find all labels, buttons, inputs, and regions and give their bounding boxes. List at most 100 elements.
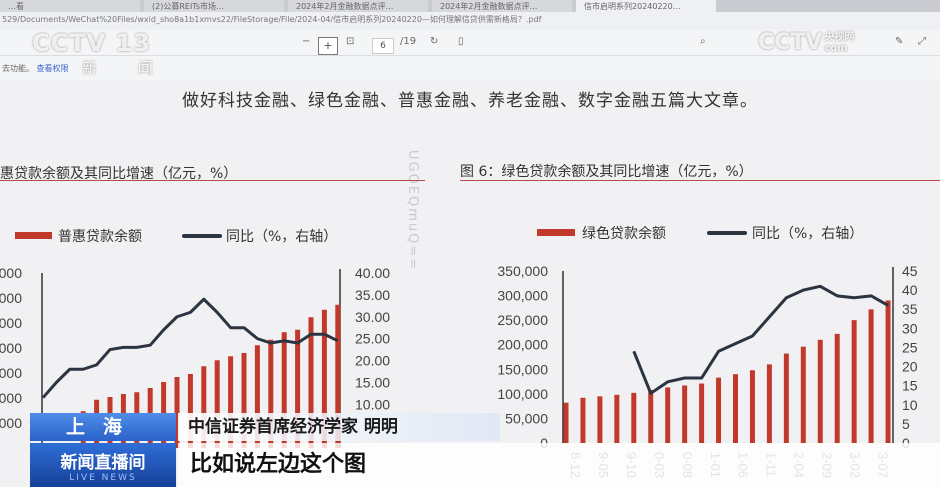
right-tick-label: 35.00 [355, 287, 390, 303]
bar [597, 396, 603, 443]
bar [281, 332, 287, 448]
bar [268, 339, 274, 448]
left-tick-label: 50,000 [505, 410, 548, 426]
legend-bar-swatch [537, 229, 575, 236]
bar [308, 317, 314, 448]
program-logo: 新闻直播间 LIVE NEWS [30, 443, 176, 487]
bar [214, 360, 220, 448]
expand-icon[interactable]: ⤢ [918, 36, 926, 47]
right-tick-label: 15 [902, 378, 918, 394]
cctv-com-logo: CCTV 央视网 com [758, 30, 854, 56]
bar [631, 392, 637, 443]
channel-sub-logo: 新 闻 [82, 59, 171, 77]
zoom-out-button[interactable]: − [302, 36, 311, 47]
chart-title-left: 惠贷款余额及其同比增速（亿元，%） [0, 166, 238, 182]
bar [241, 353, 247, 448]
bar [851, 320, 857, 443]
left-tick-label: 250,000 [497, 312, 548, 328]
title-underline [460, 180, 940, 181]
legend-line-label: 同比（%，右轴） [752, 226, 864, 242]
bar [766, 364, 772, 443]
edit-icon[interactable]: ✎ [895, 36, 904, 47]
bar [228, 356, 234, 448]
bar [682, 385, 688, 443]
site-logo-com: com [824, 43, 848, 54]
program-name: 新闻直播间 [60, 453, 146, 473]
bar [716, 377, 722, 443]
address-text[interactable]: 529/Documents/WeChat%20Files/wxid_sho8a1… [2, 15, 542, 24]
right-tick-label: 5 [902, 416, 910, 432]
bar [665, 387, 671, 443]
left-tick-label: 000 [0, 290, 22, 306]
left-tick-label: 000 [0, 415, 22, 431]
total-pages: /19 [400, 36, 417, 47]
info-bar [0, 56, 940, 80]
bar [783, 353, 789, 443]
legend-line-swatch [707, 231, 747, 235]
right-tick-label: 25.00 [355, 331, 390, 347]
browser-tab[interactable]: 2024年2月金融数据点评… [432, 0, 572, 12]
left-tick-label: 300,000 [497, 288, 548, 304]
info-text: 去功能。 [2, 64, 34, 73]
bar [174, 377, 180, 448]
browser-tab[interactable]: 信市启明系列20240220… [576, 0, 716, 12]
left-tick-label: 150,000 [497, 361, 548, 377]
yoy-line [632, 284, 889, 395]
rotate-icon[interactable]: ↻ [430, 36, 439, 47]
search-icon[interactable]: ⌕ [700, 36, 706, 47]
right-tick-label: 20.00 [355, 353, 390, 369]
bar [563, 402, 569, 443]
legend-bar-label: 绿色贷款余额 [582, 226, 666, 242]
legend-bar-label: 普惠贷款余额 [58, 229, 142, 245]
zoom-in-button[interactable]: + [318, 37, 338, 55]
left-tick-label: 000 [0, 390, 22, 406]
bar [187, 374, 193, 448]
right-tick-label: 15.00 [355, 374, 390, 390]
bar [749, 370, 755, 443]
left-tick-label: 000 [0, 315, 22, 331]
address-bar[interactable] [0, 12, 940, 30]
left-tick-label: 000 [0, 265, 22, 281]
chart-title-right: 图 6：绿色贷款余额及其同比增速（亿元，%） [460, 164, 753, 180]
left-tick-label: 100,000 [497, 386, 548, 402]
subtitle-caption: 比如说左边这个图 [190, 452, 367, 477]
page-number-input[interactable]: 6 [372, 38, 394, 54]
bar [335, 304, 341, 448]
bar [254, 345, 260, 448]
site-logo-sub: 央视网 [824, 32, 855, 43]
bar [201, 366, 207, 448]
right-tick-label: 10 [902, 397, 918, 413]
bar [800, 346, 806, 443]
subtitle-bar [178, 443, 940, 487]
browser-tab[interactable]: 2024年2月金融数据点评… [288, 0, 428, 12]
title-underline [0, 180, 425, 181]
right-tick-label: 25 [902, 339, 918, 355]
bar [699, 383, 705, 443]
legend-line-swatch [182, 234, 222, 238]
bar [580, 397, 586, 443]
right-tick-label: 30.00 [355, 309, 390, 325]
document-heading: 做好科技金融、绿色金融、普惠金融、养老金融、数字金融五篇大文章。 [182, 91, 758, 111]
fit-page-icon[interactable]: ⊡ [346, 36, 355, 47]
right-tick-label: 30 [902, 320, 918, 336]
yoy-line [41, 297, 339, 399]
bar [614, 394, 620, 443]
left-tick-label: 000 [0, 340, 22, 356]
left-tick-label: 200,000 [497, 337, 548, 353]
browser-tab[interactable]: (2)公募REITs市场… [144, 0, 284, 12]
pdf-toolbar: − ⊡ /19 ↻ ▯ ⌕ ✎ ⤢ [0, 30, 940, 56]
right-tick-label: 10.00 [355, 396, 390, 412]
document-icon[interactable]: ▯ [458, 36, 464, 47]
left-tick-label: 350,000 [497, 263, 548, 279]
right-tick-label: 40 [902, 282, 918, 298]
speaker-caption-bar [178, 413, 500, 441]
view-permissions-link[interactable]: 查看权限 [36, 64, 69, 73]
site-logo-text: CCTV [758, 30, 823, 55]
speaker-caption: 中信证券首席经济学家 明明 [188, 417, 398, 437]
browser-tab[interactable]: …看 [0, 0, 140, 12]
info-bar-content: 去功能。 查看权限 [2, 64, 69, 74]
program-name-en: LIVE NEWS [69, 473, 137, 483]
bar [321, 309, 327, 448]
legend-bar-swatch [15, 232, 52, 239]
cctv13-logo: CCTV 13 [32, 29, 151, 57]
